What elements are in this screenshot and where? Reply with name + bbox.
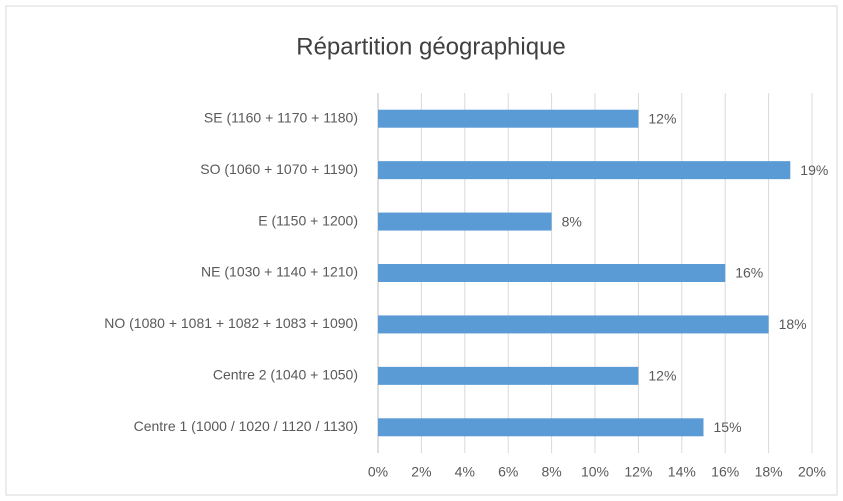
data-label: 12% [648,368,676,384]
data-label: 19% [800,162,828,178]
x-tick-label: 10% [581,464,609,480]
bar [378,109,639,128]
bar [378,264,726,282]
x-tick-label: 8% [541,464,561,480]
x-tick-label: 16% [711,464,739,480]
bar [378,366,639,385]
data-label: 15% [714,419,742,435]
y-tick-label: Centre 2 (1040 + 1050) [213,367,358,383]
y-tick-label: SO (1060 + 1070 + 1190) [200,161,358,177]
x-tick-label: 18% [755,464,783,480]
bar [378,418,704,437]
bar [378,161,791,180]
x-tick-label: 20% [798,464,826,480]
y-tick-label: NE (1030 + 1140 + 1210) [201,264,358,280]
data-label: 8% [562,213,582,229]
data-label: 18% [779,316,807,332]
x-tick-label: 12% [624,464,652,480]
bar [378,315,769,334]
y-tick-label: E (1150 + 1200) [258,212,358,228]
x-tick-label: 4% [455,464,475,480]
data-label: 16% [735,265,763,281]
y-tick-label: Centre 1 (1000 / 1020 / 1120 / 1130) [134,418,358,434]
x-tick-label: 6% [498,464,518,480]
x-tick-label: 14% [668,464,696,480]
bar [378,212,552,231]
chart-title: Répartition géographique [296,33,566,60]
y-tick-label: SE (1160 + 1170 + 1180) [204,109,358,125]
x-tick-label: 2% [411,464,431,480]
data-label: 12% [648,110,676,126]
y-tick-label: NO (1080 + 1081 + 1082 + 1083 + 1090) [104,315,358,331]
x-tick-label: 0% [368,464,388,480]
